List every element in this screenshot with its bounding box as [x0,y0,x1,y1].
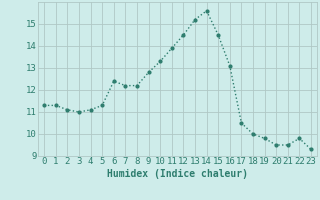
X-axis label: Humidex (Indice chaleur): Humidex (Indice chaleur) [107,169,248,179]
